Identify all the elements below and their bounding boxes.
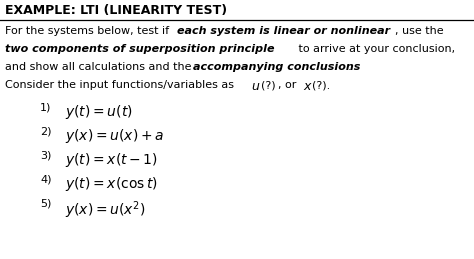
Text: EXAMPLE: LTI (LINEARITY TEST): EXAMPLE: LTI (LINEARITY TEST): [5, 4, 227, 17]
Text: $y(x) = u(x^2)$: $y(x) = u(x^2)$: [65, 199, 146, 221]
Text: and show all calculations and the: and show all calculations and the: [5, 62, 195, 72]
Text: $y(x) = u(x) + a$: $y(x) = u(x) + a$: [65, 127, 164, 145]
Text: Consider the input functions/variables as: Consider the input functions/variables a…: [5, 80, 237, 90]
Text: (?).: (?).: [312, 80, 330, 90]
Text: to arrive at your conclusion,: to arrive at your conclusion,: [295, 44, 455, 54]
Text: 1): 1): [40, 103, 51, 113]
Text: For the systems below, test if: For the systems below, test if: [5, 26, 173, 36]
Text: $x$: $x$: [303, 80, 313, 93]
Text: .: .: [348, 62, 352, 72]
Text: $y(t) = x(t-1)$: $y(t) = x(t-1)$: [65, 151, 158, 169]
Text: 2): 2): [40, 127, 52, 137]
Text: 4): 4): [40, 175, 52, 185]
Text: 5): 5): [40, 199, 51, 209]
Text: two components of superposition principle: two components of superposition principl…: [5, 44, 274, 54]
Text: , or: , or: [278, 80, 300, 90]
Text: each system is linear or nonlinear: each system is linear or nonlinear: [177, 26, 390, 36]
Text: accompanying conclusions: accompanying conclusions: [193, 62, 360, 72]
Text: (?): (?): [261, 80, 275, 90]
Text: $y(t) = x(\cos t)$: $y(t) = x(\cos t)$: [65, 175, 158, 193]
Text: 3): 3): [40, 151, 51, 161]
Text: , use the: , use the: [395, 26, 444, 36]
Text: $y(t) = u(t)$: $y(t) = u(t)$: [65, 103, 133, 121]
Text: $u$: $u$: [251, 80, 260, 93]
